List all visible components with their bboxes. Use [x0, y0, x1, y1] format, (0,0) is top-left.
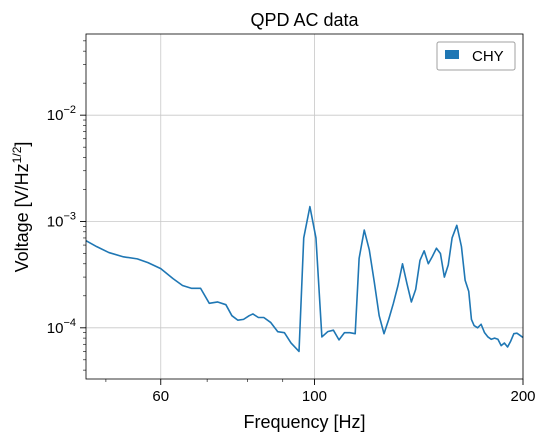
y-tick-label: 10−4 — [47, 317, 76, 337]
y-tick-base: 10 — [47, 107, 64, 124]
y-axis-label-close: ] — [12, 142, 32, 147]
legend-label: CHY — [472, 48, 504, 65]
x-tick-label: 60 — [152, 388, 169, 405]
x-tick-labels: 60 100 200 — [152, 388, 535, 405]
y-tick-exponent: −3 — [63, 210, 76, 222]
y-axis-label: Voltage [V/Hz1/2] — [10, 142, 32, 273]
x-axis-label: Frequency [Hz] — [243, 412, 365, 432]
y-tick-exponent: −4 — [63, 317, 76, 329]
legend-frame — [436, 41, 516, 71]
series-layer — [85, 205, 524, 353]
plot-area — [86, 34, 523, 379]
y-tick-label: 10−2 — [47, 104, 76, 124]
y-tick-labels: 10−410−310−2 — [47, 104, 76, 337]
y-axis-label-main: Voltage [V/Hz — [12, 163, 32, 272]
y-axis-label-exponent: 1/2 — [10, 146, 24, 163]
y-tick-base: 10 — [47, 320, 64, 337]
y-tick-base: 10 — [47, 213, 64, 230]
series-line-chy — [85, 205, 524, 353]
tick-marks — [80, 40, 524, 385]
chart-title: QPD AC data — [250, 10, 359, 30]
legend-swatch — [445, 50, 459, 59]
y-tick-exponent: −2 — [63, 104, 76, 116]
plot-frame — [85, 33, 524, 380]
x-tick-label: 200 — [510, 388, 535, 405]
x-tick-label: 100 — [302, 388, 327, 405]
y-tick-label: 10−3 — [47, 210, 76, 230]
legend: CHY — [436, 41, 516, 71]
